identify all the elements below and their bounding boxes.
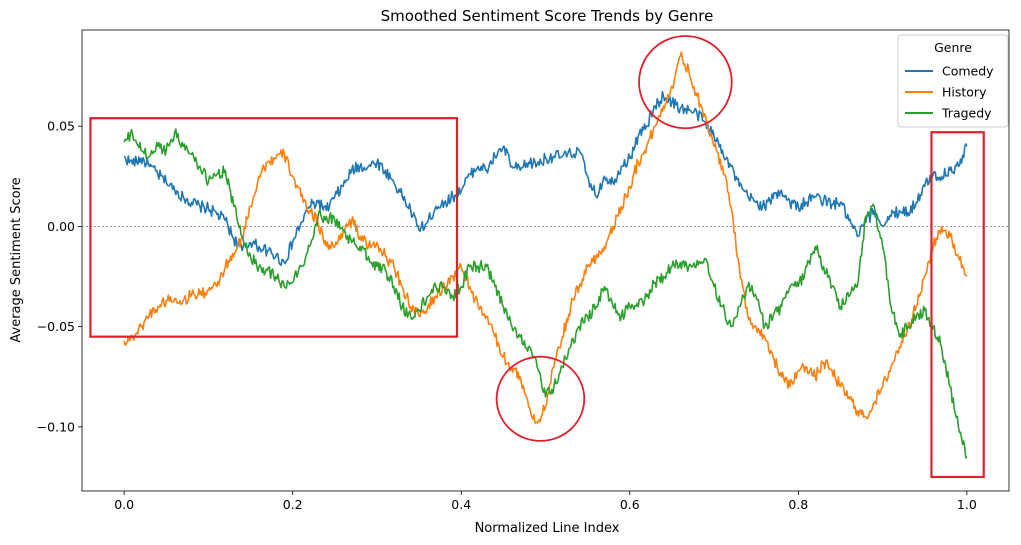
x-tick-label: 1.0 [957, 497, 977, 512]
x-tick-label: 0.8 [788, 497, 808, 512]
x-tick-label: 0.0 [114, 497, 134, 512]
x-axis-label: Normalized Line Index [475, 521, 620, 536]
x-tick-label: 0.2 [283, 497, 303, 512]
x-tick-label: 0.6 [620, 497, 640, 512]
legend-label-comedy: Comedy [942, 64, 994, 79]
legend-label-history: History [942, 85, 987, 100]
highlight-ellipse-2 [638, 35, 733, 130]
series-line-history [123, 51, 968, 424]
series-layer [123, 51, 968, 459]
plot-area [81, 29, 1010, 492]
y-axis-label: Average Sentiment Score [9, 177, 24, 342]
plot-frame [81, 29, 1010, 492]
highlight-rect-1 [89, 117, 459, 338]
y-tick-label: 0.05 [47, 119, 75, 134]
x-axis-ticks: 0.0 0.2 0.4 0.6 0.8 1.0 [114, 491, 977, 512]
chart-title: Smoothed Sentiment Score Trends by Genre [381, 7, 714, 25]
y-tick-label: −0.05 [37, 319, 75, 334]
y-tick-label: −0.10 [37, 419, 75, 434]
highlight-rect-4 [930, 131, 985, 479]
y-tick-label: 0.00 [47, 219, 75, 234]
legend-items: Comedy History Tragedy [905, 64, 994, 121]
x-tick-label: 0.4 [451, 497, 471, 512]
annotation-layer [89, 35, 985, 479]
legend-box [897, 34, 1009, 128]
series-line-comedy [123, 90, 968, 266]
y-axis-ticks: −0.10 −0.05 0.00 0.05 [37, 119, 82, 434]
legend-title: Genre [934, 40, 972, 55]
legend-label-tragedy: Tragedy [941, 106, 992, 121]
highlight-ellipse-3 [495, 355, 586, 442]
legend: Genre Comedy History Tragedy [897, 34, 1009, 128]
series-line-tragedy [123, 128, 968, 459]
